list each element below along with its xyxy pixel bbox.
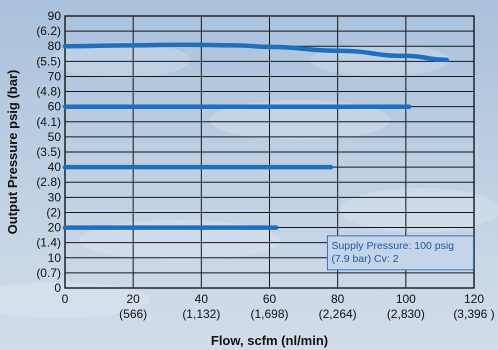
annotation-box: Supply Pressure: 100 psig (7.9 bar) Cv: 2 xyxy=(326,235,474,271)
annotation-text: Supply Pressure: 100 psig (7.9 bar) Cv: 2 xyxy=(331,240,454,265)
cloud-shape xyxy=(0,282,150,318)
x-tick-label: 120 xyxy=(464,292,484,306)
x-tick-label: 40 xyxy=(195,292,209,306)
y-tick-label: 30 xyxy=(48,190,62,204)
x-tick-label: 20 xyxy=(126,292,140,306)
x-tick-label: 0 xyxy=(62,292,69,306)
y-tick-label: (4.1) xyxy=(36,115,61,129)
x-tick-sublabel: (3,396 ) xyxy=(453,307,494,321)
x-tick-label: 80 xyxy=(331,292,345,306)
y-tick-label: (5.5) xyxy=(36,54,61,68)
y-tick-label: 70 xyxy=(48,69,62,83)
cloud-shape xyxy=(50,42,190,78)
y-tick-label: (1.4) xyxy=(36,236,61,250)
x-tick-sublabel: (2,830) xyxy=(387,307,425,321)
y-tick-label: 20 xyxy=(48,221,62,235)
x-axis-label: Flow, scfm (nl/min) xyxy=(211,333,328,348)
tick-labels: 0(0.7)10(1.4)20(2)30(2.8)40(3.5)50(4.1)6… xyxy=(36,9,494,321)
y-tick-label: 90 xyxy=(48,9,62,23)
cloud-shape xyxy=(210,100,390,140)
x-tick-sublabel: (566) xyxy=(119,307,147,321)
cloud-decoration xyxy=(0,42,498,318)
y-tick-label: (6.2) xyxy=(36,24,61,38)
series-line-1 xyxy=(62,42,449,63)
x-tick-label: 60 xyxy=(263,292,277,306)
series-group xyxy=(62,42,449,230)
y-tick-label: 50 xyxy=(48,130,62,144)
annotation-background xyxy=(326,235,474,271)
cloud-shape xyxy=(80,220,280,260)
y-tick-label: 10 xyxy=(48,251,62,265)
x-tick-sublabel: (1,698) xyxy=(250,307,288,321)
x-tick-label: 100 xyxy=(396,292,416,306)
y-tick-label: (3.5) xyxy=(36,145,61,159)
y-tick-label: (2) xyxy=(46,205,61,219)
x-tick-sublabel: (2,264) xyxy=(319,307,357,321)
cloud-shape xyxy=(340,188,498,232)
y-tick-label: 80 xyxy=(48,39,62,53)
y-tick-label: (4.8) xyxy=(36,85,61,99)
y-tick-label: (2.8) xyxy=(36,175,61,189)
annotation-line: (7.9 bar) Cv: 2 xyxy=(331,253,398,265)
y-tick-label: 0 xyxy=(54,281,61,295)
y-axis-label: Output Pressure psig (bar) xyxy=(5,70,20,235)
y-tick-label: 60 xyxy=(48,100,62,114)
y-tick-label: (0.7) xyxy=(36,266,61,280)
annotation-line: Supply Pressure: 100 psig xyxy=(331,240,454,252)
x-tick-sublabel: (1,132) xyxy=(182,307,220,321)
y-tick-label: 40 xyxy=(48,160,62,174)
